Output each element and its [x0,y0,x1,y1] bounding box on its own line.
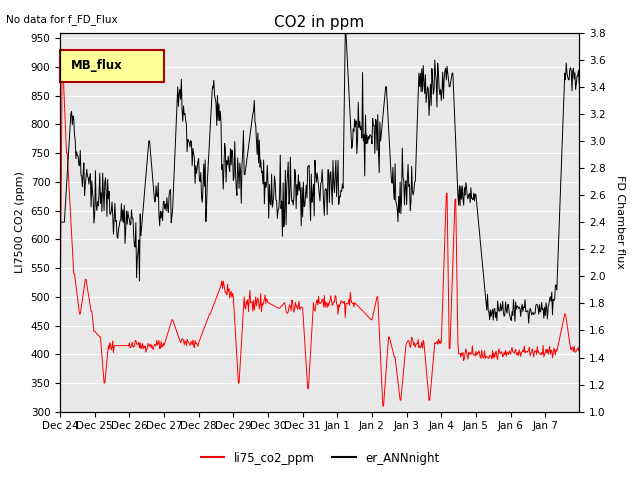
FancyBboxPatch shape [60,49,164,82]
Legend: li75_co2_ppm, er_ANNnight: li75_co2_ppm, er_ANNnight [196,447,444,469]
Y-axis label: LI7500 CO2 (ppm): LI7500 CO2 (ppm) [15,171,25,273]
Title: CO2 in ppm: CO2 in ppm [275,15,365,30]
Text: MB_flux: MB_flux [70,60,122,72]
Text: No data for f_FD_Flux: No data for f_FD_Flux [6,14,118,25]
Y-axis label: FD Chamber flux: FD Chamber flux [615,175,625,269]
